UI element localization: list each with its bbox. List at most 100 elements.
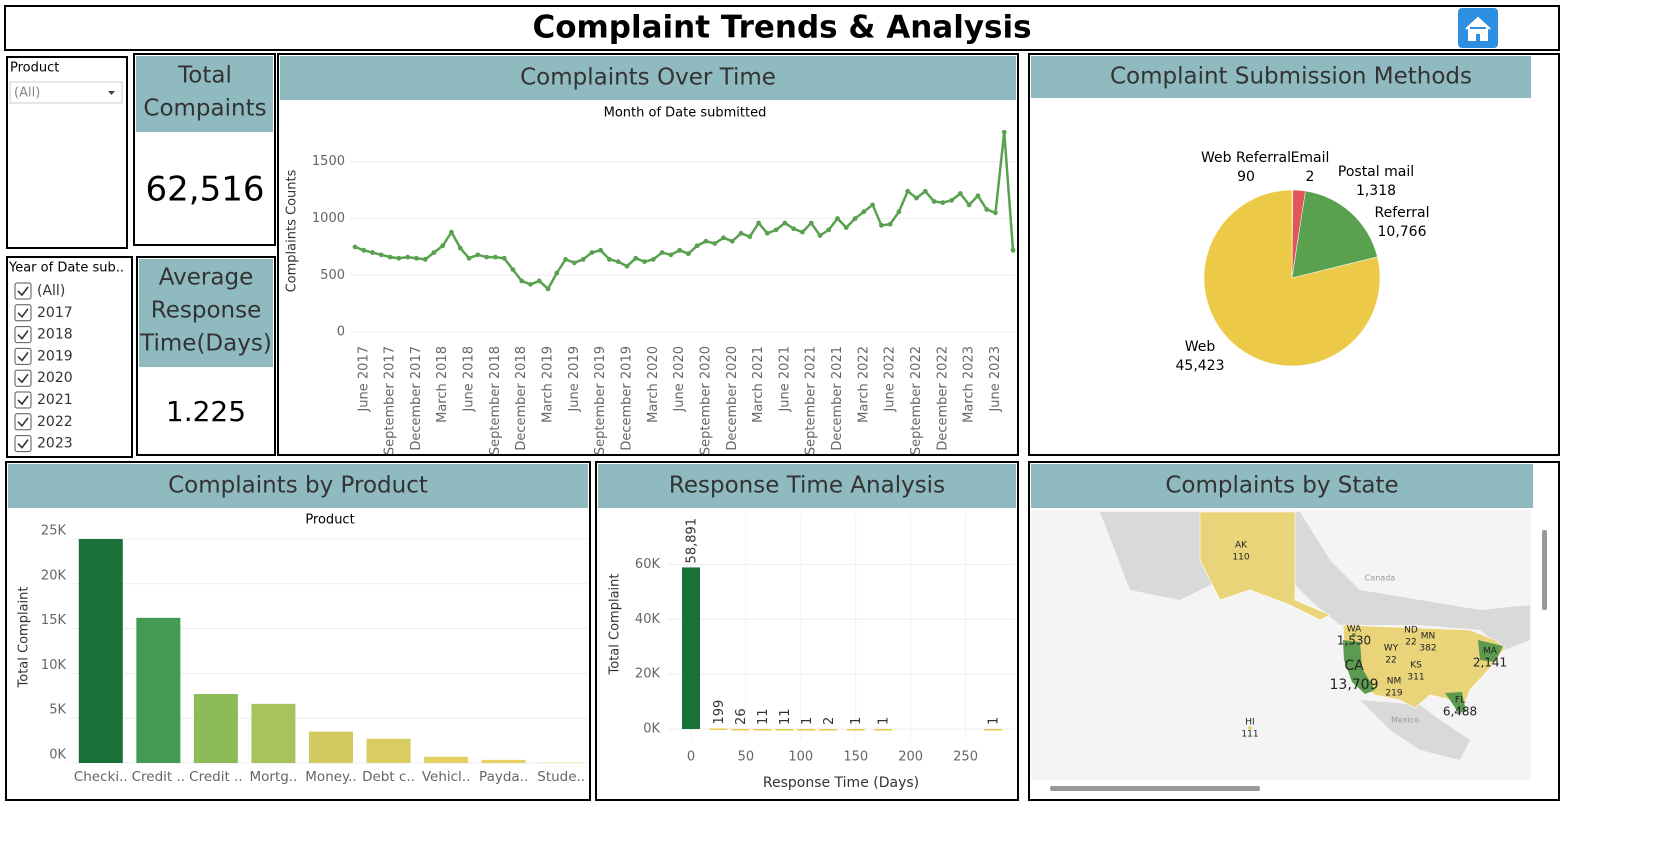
y-axis-title: Total Complaint [17, 587, 32, 689]
line-point [729, 238, 735, 244]
state-value: 22 [1385, 656, 1396, 666]
year-option[interactable]: 2018 [14, 326, 73, 344]
data-label: 58,891 [684, 518, 699, 564]
bar [753, 728, 772, 731]
x-tick-label: September 2018 [488, 346, 503, 455]
state-code: WY [1384, 644, 1399, 654]
home-button[interactable] [1458, 8, 1498, 48]
checkmark[interactable] [17, 417, 29, 428]
checkmark[interactable] [17, 286, 29, 297]
checkbox[interactable] [14, 347, 32, 365]
x-tick-label: March 2022 [856, 346, 871, 423]
line-point [431, 250, 437, 255]
checkmark[interactable] [17, 439, 29, 449]
year-option-label[interactable]: 2021 [37, 392, 73, 408]
checkbox[interactable] [14, 369, 32, 387]
header-box [4, 5, 1560, 51]
line-point [975, 193, 981, 199]
x-axis-title: Month of Date submitted [604, 106, 767, 121]
panel-header [598, 464, 1016, 508]
state-marker [1392, 685, 1396, 689]
x-tick-label: Vehicl.. [422, 769, 471, 785]
year-option-label[interactable]: 2022 [37, 414, 73, 430]
year-option[interactable]: (All) [14, 282, 65, 300]
x-tick-label: 200 [898, 750, 923, 765]
state-code: FL [1455, 696, 1465, 706]
checkbox[interactable] [14, 413, 32, 431]
year-option-label[interactable]: 2017 [37, 305, 73, 321]
dropdown-arrow[interactable] [108, 91, 115, 95]
checkmark[interactable] [17, 395, 29, 406]
checkmark[interactable] [17, 330, 29, 340]
year-option-label[interactable]: 2018 [37, 327, 73, 343]
x-tick-label: March 2020 [646, 346, 661, 423]
line-point [607, 256, 612, 262]
line-point [896, 209, 902, 215]
scrollbar[interactable] [1542, 530, 1547, 610]
panel-header [1031, 56, 1531, 98]
checkbox[interactable] [14, 435, 32, 453]
bar [424, 756, 469, 763]
home-button-bg[interactable] [1458, 8, 1498, 48]
state-marker [1248, 726, 1252, 730]
state-value: 6,488 [1443, 705, 1477, 719]
checkmark[interactable] [17, 373, 29, 384]
home-icon[interactable] [1465, 16, 1491, 41]
panel-header [1031, 464, 1533, 508]
line-point [563, 256, 568, 262]
year-option[interactable]: 2020 [14, 369, 73, 387]
line-point [536, 278, 542, 284]
x-tick-label: Credit .. [132, 769, 185, 785]
checkbox[interactable] [14, 326, 32, 344]
kpi-title: Average [159, 265, 253, 291]
state-code: WA [1347, 625, 1362, 635]
year-option-label[interactable]: (All) [37, 283, 65, 299]
panel-header [8, 464, 588, 508]
dropdown-box[interactable] [9, 81, 123, 104]
x-tick-label: Stude.. [537, 769, 585, 785]
checkmark[interactable] [17, 308, 29, 319]
pie-label: Referral [1375, 205, 1430, 221]
year-option-label[interactable]: 2019 [37, 348, 73, 364]
line-point [1001, 129, 1007, 135]
x-tick-label: March 2018 [435, 346, 450, 423]
dropdown-value[interactable]: (All) [14, 86, 40, 101]
line-point [756, 220, 761, 226]
x-tick-label: June 2017 [356, 346, 371, 413]
pie-value-label: 2 [1306, 169, 1315, 185]
kpi-title: Response [151, 298, 261, 324]
line-point [940, 200, 946, 206]
x-tick-label: September 2021 [804, 346, 819, 455]
year-option-label[interactable]: 2023 [37, 436, 73, 452]
state-marker [1352, 670, 1356, 674]
panel-title: Complaints by State [1165, 473, 1398, 499]
checkmark[interactable] [17, 351, 29, 362]
x-axis-title: Product [305, 513, 354, 528]
checkbox[interactable] [14, 391, 32, 409]
year-option[interactable]: 2019 [14, 347, 73, 365]
product-dropdown[interactable]: (All) [9, 81, 123, 104]
state-value: 111 [1241, 730, 1258, 740]
year-option-label[interactable]: 2020 [37, 370, 73, 386]
checkbox[interactable] [14, 282, 32, 300]
x-tick-label: June 2020 [672, 346, 687, 413]
bar [775, 728, 794, 731]
scrollbar[interactable] [1050, 786, 1260, 791]
line-point [800, 229, 805, 235]
line-point [747, 234, 753, 240]
year-option[interactable]: 2022 [14, 413, 73, 431]
pie-value-label: 45,423 [1176, 358, 1225, 374]
checkbox[interactable] [14, 304, 32, 322]
line-point [440, 243, 446, 249]
bar [481, 759, 526, 763]
x-tick-label: 250 [953, 750, 978, 765]
year-option[interactable]: 2017 [14, 304, 73, 322]
x-tick-label: March 2019 [541, 346, 556, 423]
line-point [449, 229, 454, 235]
year-option[interactable]: 2021 [14, 391, 73, 409]
line-point [378, 252, 384, 258]
map-base [1031, 510, 1547, 791]
x-tick-label: 100 [788, 750, 813, 765]
y-tick-label: 1500 [312, 154, 345, 169]
year-option[interactable]: 2023 [14, 435, 73, 453]
